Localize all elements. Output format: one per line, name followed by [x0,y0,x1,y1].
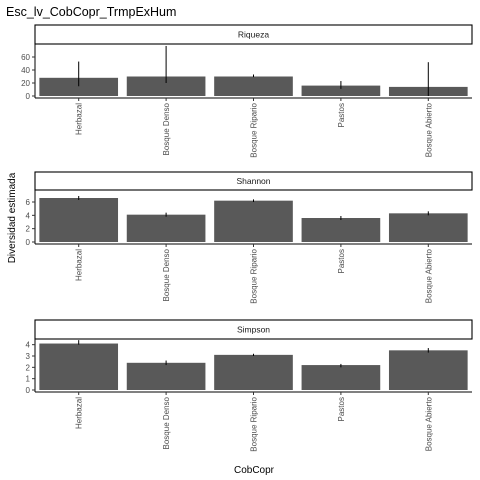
y-tick-label-riqueza-0: 0 [26,92,31,101]
x-tick-label-simpson-bosque-abierto: Bosque Abierto [424,396,433,451]
bar-shannon-pastos [301,218,381,242]
y-tick-label-shannon-0: 0 [26,238,31,247]
strip-label-shannon: Shannon [236,176,270,186]
bar-shannon-bosque-abierto [388,213,468,242]
x-tick-label-riqueza-bosque-denso: Bosque Denso [162,102,171,155]
x-tick-label-shannon-herbazal: Herbazal [75,249,84,281]
y-tick-label-shannon-2: 2 [26,225,31,234]
x-tick-label-riqueza-pastos: Pastos [337,103,346,127]
bar-simpson-pastos [301,365,381,390]
x-tick-label-simpson-bosque-denso: Bosque Denso [162,396,171,449]
y-tick-label-simpson-1: 1 [26,375,31,384]
bar-riqueza-bosque-denso [126,76,206,96]
x-tick-label-simpson-herbazal: Herbazal [75,397,84,429]
bar-simpson-bosque-denso [126,362,206,390]
bar-riqueza-herbazal [39,77,119,96]
strip-riqueza [34,24,473,45]
x-tick-label-riqueza-herbazal: Herbazal [75,103,84,135]
bar-simpson-bosque-ripario [214,354,293,390]
strip-simpson [34,319,473,340]
y-tick-label-riqueza-60: 60 [21,53,30,62]
x-tick-label-simpson-pastos: Pastos [337,397,346,421]
strip-label-riqueza: Riqueza [238,30,269,40]
chart-title: Esc_lv_CobCopr_TrmpExHum [6,5,176,19]
y-tick-label-riqueza-40: 40 [21,66,30,75]
bar-riqueza-pastos [301,85,381,96]
y-tick-label-simpson-0: 0 [26,386,31,395]
y-tick-label-simpson-3: 3 [26,352,31,361]
y-tick-label-shannon-6: 6 [26,198,31,207]
bar-shannon-bosque-ripario [214,200,293,242]
strip-label-simpson: Simpson [237,325,270,335]
y-tick-label-riqueza-20: 20 [21,79,30,88]
y-tick-label-simpson-2: 2 [26,363,31,372]
y-axis-title: Diversidad estimada [7,172,18,263]
y-tick-label-simpson-4: 4 [26,341,31,350]
panel-simpson: Simpson 0 1 2 3 4 Herbazal Bosque Denso Bosque R… [26,319,473,452]
x-tick-label-shannon-pastos: Pastos [337,249,346,273]
x-tick-label-riqueza-bosque-abierto: Bosque Abierto [424,102,433,157]
bar-simpson-bosque-abierto [388,350,468,390]
panel-riqueza: Riqueza 0 20 40 60 Herbazal Bosque Denso Bosque… [21,24,473,158]
x-tick-label-shannon-bosque-abierto: Bosque Abierto [424,248,433,303]
bar-riqueza-bosque-ripario [214,76,293,96]
x-tick-label-simpson-bosque-ripario: Bosque Ripario [250,396,259,451]
x-tick-label-shannon-bosque-denso: Bosque Denso [162,248,171,301]
strip-shannon [34,171,473,191]
x-tick-label-riqueza-bosque-ripario: Bosque Ripario [250,102,259,157]
bar-shannon-herbazal [39,198,119,242]
x-tick-label-shannon-bosque-ripario: Bosque Ripario [250,248,259,303]
panel-shannon: Shannon 0 2 4 6 Herbazal Bosque Denso Bosque Ri… [26,171,473,304]
bar-shannon-bosque-denso [126,214,206,242]
x-axis-title: CobCopr [234,465,275,476]
y-tick-label-shannon-4: 4 [26,211,31,220]
bar-simpson-herbazal [39,343,119,390]
